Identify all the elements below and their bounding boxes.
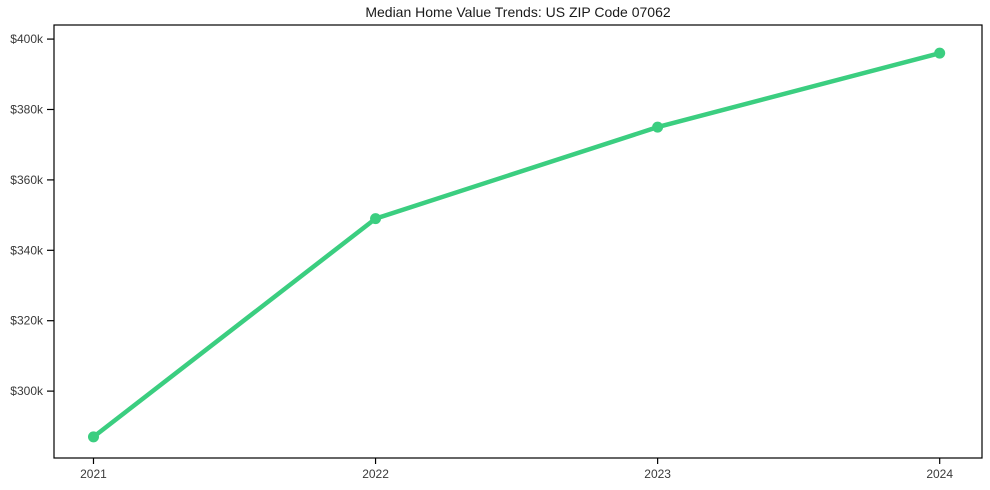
y-tick-label: $360k	[10, 173, 44, 187]
x-tick-label: 2024	[926, 467, 953, 481]
x-tick-label: 2022	[362, 467, 389, 481]
data-point-marker	[87, 431, 99, 443]
y-tick-label: $380k	[10, 102, 44, 116]
y-axis: $300k $320k $340k $360k $380k $400k	[10, 32, 54, 398]
y-tick-label: $340k	[10, 243, 44, 257]
trend-line	[91, 50, 942, 440]
chart-title: Median Home Value Trends: US ZIP Code 07…	[365, 4, 671, 20]
y-tick-label: $400k	[10, 32, 44, 46]
y-tick-label: $320k	[10, 314, 44, 328]
x-axis: 2021 2022 2023 2024	[80, 458, 953, 481]
x-tick-label: 2023	[644, 467, 671, 481]
plot-area-border	[53, 24, 983, 459]
data-point-marker	[652, 121, 664, 133]
data-points	[87, 47, 946, 443]
data-point-marker	[934, 47, 946, 59]
data-point-marker	[370, 213, 382, 225]
y-tick-label: $300k	[10, 384, 44, 398]
x-tick-label: 2021	[80, 467, 107, 481]
